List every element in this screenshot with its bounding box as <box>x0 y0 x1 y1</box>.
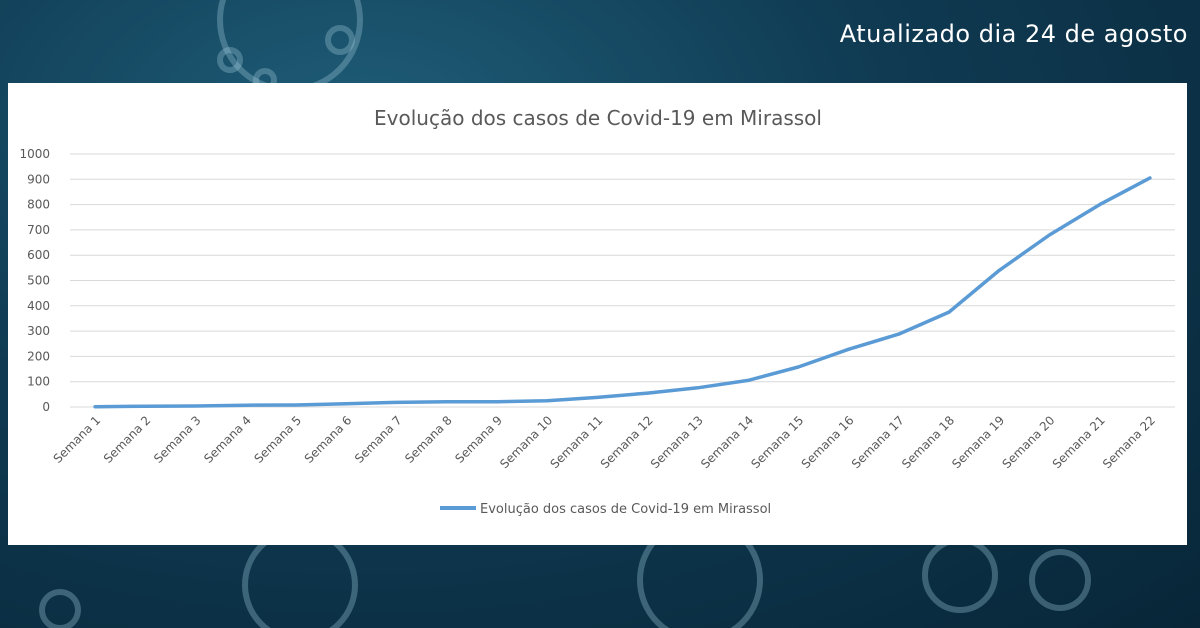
x-tick-label: Semana 16 <box>799 413 857 471</box>
y-tick-label: 300 <box>27 324 50 338</box>
legend: Evolução dos casos de Covid-19 em Mirass… <box>440 502 771 517</box>
series-line <box>93 176 1152 409</box>
x-tick-label: Semana 14 <box>698 413 756 471</box>
data-point <box>394 400 398 404</box>
x-tick-label: Semana 11 <box>547 413 605 471</box>
y-tick-label: 0 <box>42 400 50 414</box>
data-point <box>696 386 700 390</box>
x-tick-label: Semana 17 <box>849 413 907 471</box>
data-point <box>796 365 800 369</box>
line-chart: Evolução dos casos de Covid-19 em Mirass… <box>19 106 1175 517</box>
x-tick-label: Semana 6 <box>302 413 355 466</box>
y-tick-label: 700 <box>27 223 50 237</box>
data-point <box>93 405 97 409</box>
x-tick-label: Semana 22 <box>1100 413 1158 471</box>
data-point <box>545 399 549 403</box>
data-point <box>897 332 901 336</box>
data-point <box>495 400 499 404</box>
data-point <box>997 268 1001 272</box>
x-tick-label: Semana 18 <box>899 413 957 471</box>
x-tick-label: Semana 8 <box>402 413 455 466</box>
x-tick-label: Semana 19 <box>949 413 1007 471</box>
y-tick-label: 800 <box>27 198 50 212</box>
x-tick-label: Semana 9 <box>452 413 505 466</box>
data-point <box>1148 176 1152 180</box>
data-point <box>194 404 198 408</box>
x-tick-label: Semana 12 <box>598 413 656 471</box>
y-tick-label: 100 <box>27 375 50 389</box>
data-point <box>646 391 650 395</box>
data-point <box>947 310 951 314</box>
x-tick-label: Semana 3 <box>151 413 204 466</box>
x-tick-label: Semana 7 <box>352 413 405 466</box>
x-tick-label: Semana 4 <box>201 413 254 466</box>
y-tick-label: 400 <box>27 299 50 313</box>
y-tick-label: 900 <box>27 172 50 186</box>
data-point <box>244 403 248 407</box>
y-axis-tick-labels: 0 100 200 300 400 500 600 700 800 900 1000 <box>19 147 50 414</box>
data-point <box>143 404 147 408</box>
x-tick-label: Semana 2 <box>101 413 154 466</box>
data-point <box>595 395 599 399</box>
data-point <box>344 402 348 406</box>
x-tick-label: Semana 10 <box>497 413 555 471</box>
chart-title: Evolução dos casos de Covid-19 em Mirass… <box>374 106 822 130</box>
y-tick-label: 500 <box>27 274 50 288</box>
chart-panel: Evolução dos casos de Covid-19 em Mirass… <box>8 83 1187 545</box>
legend-label: Evolução dos casos de Covid-19 em Mirass… <box>480 502 771 517</box>
x-tick-label: Semana 21 <box>1050 413 1108 471</box>
x-tick-label: Semana 20 <box>1000 413 1058 471</box>
y-tick-label: 600 <box>27 248 50 262</box>
data-point <box>847 347 851 351</box>
y-tick-label: 1000 <box>19 147 50 161</box>
x-tick-label: Semana 1 <box>51 413 104 466</box>
update-date-label: Atualizado dia 24 de agosto <box>839 20 1188 48</box>
x-tick-label: Semana 13 <box>648 413 706 471</box>
x-tick-label: Semana 5 <box>251 413 304 466</box>
data-point <box>294 403 298 407</box>
y-tick-label: 200 <box>27 349 50 363</box>
data-point <box>746 378 750 382</box>
gridlines <box>70 153 1175 408</box>
data-point <box>1098 203 1102 207</box>
series-layer <box>93 176 1152 409</box>
x-tick-label: Semana 15 <box>748 413 806 471</box>
data-point <box>1047 233 1051 237</box>
data-point <box>445 400 449 404</box>
